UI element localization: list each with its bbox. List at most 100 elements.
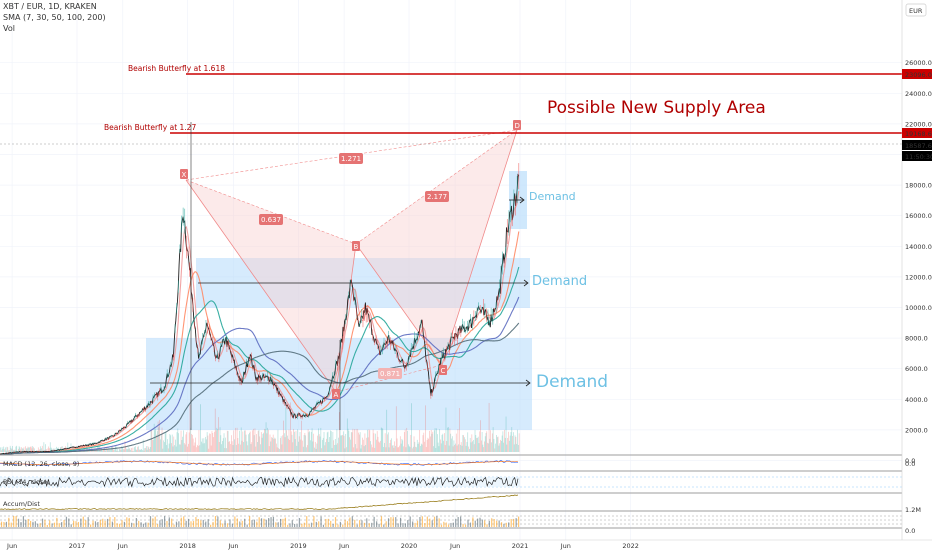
volume-bar bbox=[278, 448, 280, 452]
volume-bar bbox=[448, 445, 450, 452]
volume-bar bbox=[371, 447, 373, 452]
oscillator-bar bbox=[409, 516, 411, 527]
oscillator-bar bbox=[68, 518, 70, 527]
oscillator-bar bbox=[334, 517, 337, 527]
volume-bar bbox=[350, 439, 351, 452]
volume-bar bbox=[322, 437, 324, 452]
volume-bar bbox=[420, 445, 421, 452]
volume-bar bbox=[114, 446, 116, 452]
volume-bar bbox=[307, 429, 309, 452]
volume-bar bbox=[202, 443, 204, 452]
volume-bar bbox=[179, 444, 180, 452]
volume-bar bbox=[416, 447, 417, 452]
volume-bar bbox=[121, 445, 123, 452]
oscillator-bar bbox=[135, 518, 137, 527]
oscillator-bar bbox=[484, 520, 486, 527]
oscillator-bar bbox=[440, 524, 443, 527]
volume-bar bbox=[385, 447, 387, 452]
volume-bar bbox=[130, 448, 132, 452]
volume-bar bbox=[114, 449, 115, 452]
volume-bar bbox=[245, 434, 247, 452]
volume-bar bbox=[437, 434, 438, 452]
volume-bar bbox=[405, 447, 407, 452]
volume-bar bbox=[494, 448, 496, 452]
volume-bar bbox=[168, 443, 170, 452]
level-127-tag bbox=[902, 128, 932, 138]
oscillator-bar bbox=[140, 522, 142, 527]
volume-bar bbox=[410, 434, 412, 452]
volume-bar bbox=[244, 430, 246, 452]
bf-1618-label: Bearish Butterfly at 1.618 bbox=[128, 64, 225, 73]
volume-bar bbox=[468, 446, 469, 452]
volume-bar bbox=[471, 434, 473, 452]
volume-bar bbox=[220, 435, 222, 452]
oscillator-bar bbox=[361, 520, 363, 527]
volume-bar bbox=[434, 428, 436, 452]
oscillator-bar bbox=[342, 524, 344, 527]
time-axis[interactable]: Jun 2017 Jun 2018 Jun 2019 Jun 2020 Jun 2021 Jun 20… bbox=[6, 542, 639, 550]
volume-bar bbox=[193, 445, 195, 452]
oscillator-bar bbox=[433, 516, 436, 527]
volume-bar bbox=[214, 408, 216, 452]
volume-bar bbox=[457, 429, 459, 452]
pattern-bd-line bbox=[355, 129, 518, 245]
volume-bar bbox=[195, 437, 197, 452]
volume-bar bbox=[182, 436, 184, 452]
oscillator-bar bbox=[244, 518, 246, 527]
volume-bar bbox=[283, 420, 284, 452]
volume-bar bbox=[491, 442, 492, 452]
price-axis[interactable]: 0.0 2000.0 4000.0 6000.0 8000.0 10000.0 12000.… bbox=[905, 59, 932, 465]
volume-bar bbox=[424, 441, 425, 452]
oscillator-bar bbox=[279, 518, 282, 527]
oscillator-bar bbox=[373, 516, 375, 527]
volume-bar bbox=[41, 448, 42, 452]
oscillator-bar bbox=[515, 518, 517, 527]
volume-bar bbox=[205, 439, 207, 452]
oscillator-bar bbox=[387, 518, 390, 527]
volume-bar bbox=[437, 442, 439, 452]
volume-bar bbox=[496, 434, 497, 452]
oscillator-bar bbox=[185, 520, 187, 527]
volume-bar bbox=[13, 449, 14, 452]
volume-bar bbox=[283, 433, 285, 452]
volume-bar bbox=[388, 447, 390, 452]
volume-bar bbox=[413, 436, 415, 452]
volume-bar bbox=[241, 440, 243, 452]
oscillator-bar bbox=[27, 519, 29, 527]
volume-bar bbox=[93, 449, 94, 452]
volume-bar bbox=[488, 402, 490, 452]
volume-bar bbox=[517, 429, 518, 452]
oscillator-bar bbox=[265, 519, 267, 527]
volume-bar bbox=[244, 430, 245, 452]
volume-bar bbox=[480, 440, 482, 452]
volume-bar bbox=[415, 446, 416, 452]
oscillator-bar bbox=[99, 519, 101, 527]
volume-bar bbox=[219, 427, 221, 452]
oscillator-bar bbox=[173, 524, 175, 527]
volume-bar bbox=[126, 448, 127, 452]
volume-bar bbox=[48, 446, 50, 452]
volume-bar bbox=[85, 446, 87, 452]
volume-bar bbox=[29, 447, 30, 452]
y-tick-label: 22000.0 bbox=[905, 120, 932, 128]
volume-bar bbox=[339, 429, 341, 452]
volume-bar bbox=[451, 436, 453, 452]
volume-bar bbox=[476, 437, 477, 452]
volume-bar bbox=[314, 441, 316, 452]
oscillator-bar bbox=[469, 522, 472, 527]
volume-bar bbox=[433, 446, 434, 452]
oscillator-bar bbox=[474, 520, 476, 527]
volume-bar bbox=[477, 437, 478, 452]
currency-button[interactable] bbox=[905, 3, 927, 17]
oscillator-bar bbox=[58, 523, 60, 527]
volume-bar bbox=[365, 444, 367, 452]
volume-bar bbox=[326, 432, 328, 452]
demand-label-upper: Demand bbox=[529, 190, 576, 203]
volume-bar bbox=[271, 437, 272, 452]
volume-bar bbox=[197, 445, 199, 452]
volume-bar bbox=[409, 447, 411, 452]
volume-bar bbox=[403, 432, 405, 452]
volume-bar bbox=[32, 446, 34, 452]
volume-bar bbox=[500, 440, 502, 452]
